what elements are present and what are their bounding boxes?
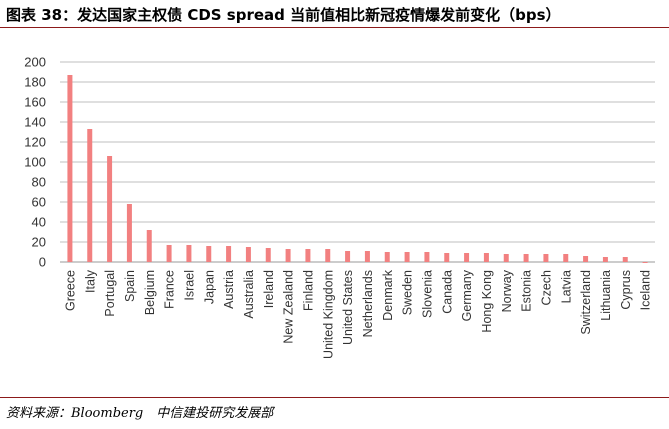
bar-latvia [563, 254, 569, 262]
bar-spain [126, 204, 132, 262]
y-tick-label: 100 [24, 155, 46, 170]
bar-norway [503, 254, 509, 262]
x-tick-label: Portugal [103, 270, 117, 317]
bar-estonia [523, 254, 529, 262]
bar-italy [87, 129, 93, 262]
bar-hong-kong [483, 253, 489, 262]
bar-united-states [345, 251, 351, 262]
x-tick-label: Slovenia [420, 270, 434, 318]
bar-netherlands [364, 251, 370, 262]
x-tick-label: New Zealand [282, 270, 296, 344]
y-tick-label: 80 [32, 175, 46, 190]
bar-austria [226, 246, 232, 262]
bar-iceland [642, 262, 648, 263]
x-tick-label: Estonia [520, 270, 534, 312]
x-tick-label: Ireland [262, 270, 276, 308]
x-tick-label: Switzerland [579, 270, 593, 335]
x-tick-label: France [163, 270, 177, 309]
x-tick-label: Austria [222, 270, 236, 309]
bar-ireland [265, 248, 271, 262]
x-tick-label: Sweden [401, 270, 415, 315]
bar-slovenia [424, 252, 430, 262]
bar-united-kingdom [325, 249, 331, 262]
y-tick-label: 20 [32, 235, 46, 250]
bar-france [166, 245, 172, 262]
bar-denmark [384, 252, 390, 262]
x-tick-label: Hong Kong [480, 270, 494, 333]
bar-canada [444, 253, 450, 262]
x-tick-label: Greece [63, 270, 77, 311]
x-tick-label: Netherlands [361, 270, 375, 337]
x-tick-label: Canada [440, 270, 454, 314]
y-tick-label: 60 [32, 195, 46, 210]
x-tick-label: Israel [182, 270, 196, 301]
title-rule [0, 27, 669, 28]
y-tick-label: 160 [24, 95, 46, 110]
bar-belgium [146, 230, 152, 262]
x-tick-label: Czech [539, 270, 553, 305]
bar-new-zealand [285, 249, 291, 262]
x-tick-label: Australia [242, 270, 256, 319]
bar-switzerland [583, 256, 589, 262]
bar-japan [206, 246, 212, 262]
x-tick-label: Lithuania [599, 270, 613, 321]
x-tick-label: Germany [460, 269, 474, 321]
x-tick-label: Latvia [559, 270, 573, 303]
bar-lithuania [602, 257, 608, 262]
x-tick-label: Iceland [639, 270, 653, 310]
y-tick-label: 40 [32, 215, 46, 230]
bar-sweden [404, 252, 410, 262]
y-tick-label: 200 [24, 55, 46, 70]
x-tick-label: Finland [301, 270, 315, 311]
x-tick-label: United States [341, 270, 355, 345]
y-tick-label: 180 [24, 75, 46, 90]
bar-cyprus [622, 257, 628, 262]
y-tick-label: 0 [39, 255, 46, 270]
x-tick-label: Spain [123, 270, 137, 302]
x-tick-label: Japan [202, 270, 216, 304]
x-tick-label: Denmark [381, 269, 395, 320]
bar-czech [543, 254, 549, 262]
source-rule [0, 397, 669, 398]
bar-portugal [107, 156, 113, 262]
bar-greece [67, 75, 73, 262]
x-tick-label: Italy [83, 269, 97, 293]
x-tick-label: Belgium [143, 270, 157, 315]
y-tick-label: 140 [24, 115, 46, 130]
x-tick-label: Cyprus [619, 270, 633, 310]
x-tick-label: Norway [500, 269, 514, 312]
x-tick-label: United Kingdom [321, 270, 335, 359]
source-note: 资料来源：Bloomberg 中信建投研究发展部 [6, 406, 274, 421]
bar-finland [305, 249, 311, 262]
bar-germany [464, 253, 470, 262]
figure-title: 图表 38：发达国家主权债 CDS spread 当前值相比新冠疫情爆发前变化（… [6, 6, 561, 24]
bar-australia [245, 247, 251, 262]
y-tick-label: 120 [24, 135, 46, 150]
bar-israel [186, 245, 192, 262]
